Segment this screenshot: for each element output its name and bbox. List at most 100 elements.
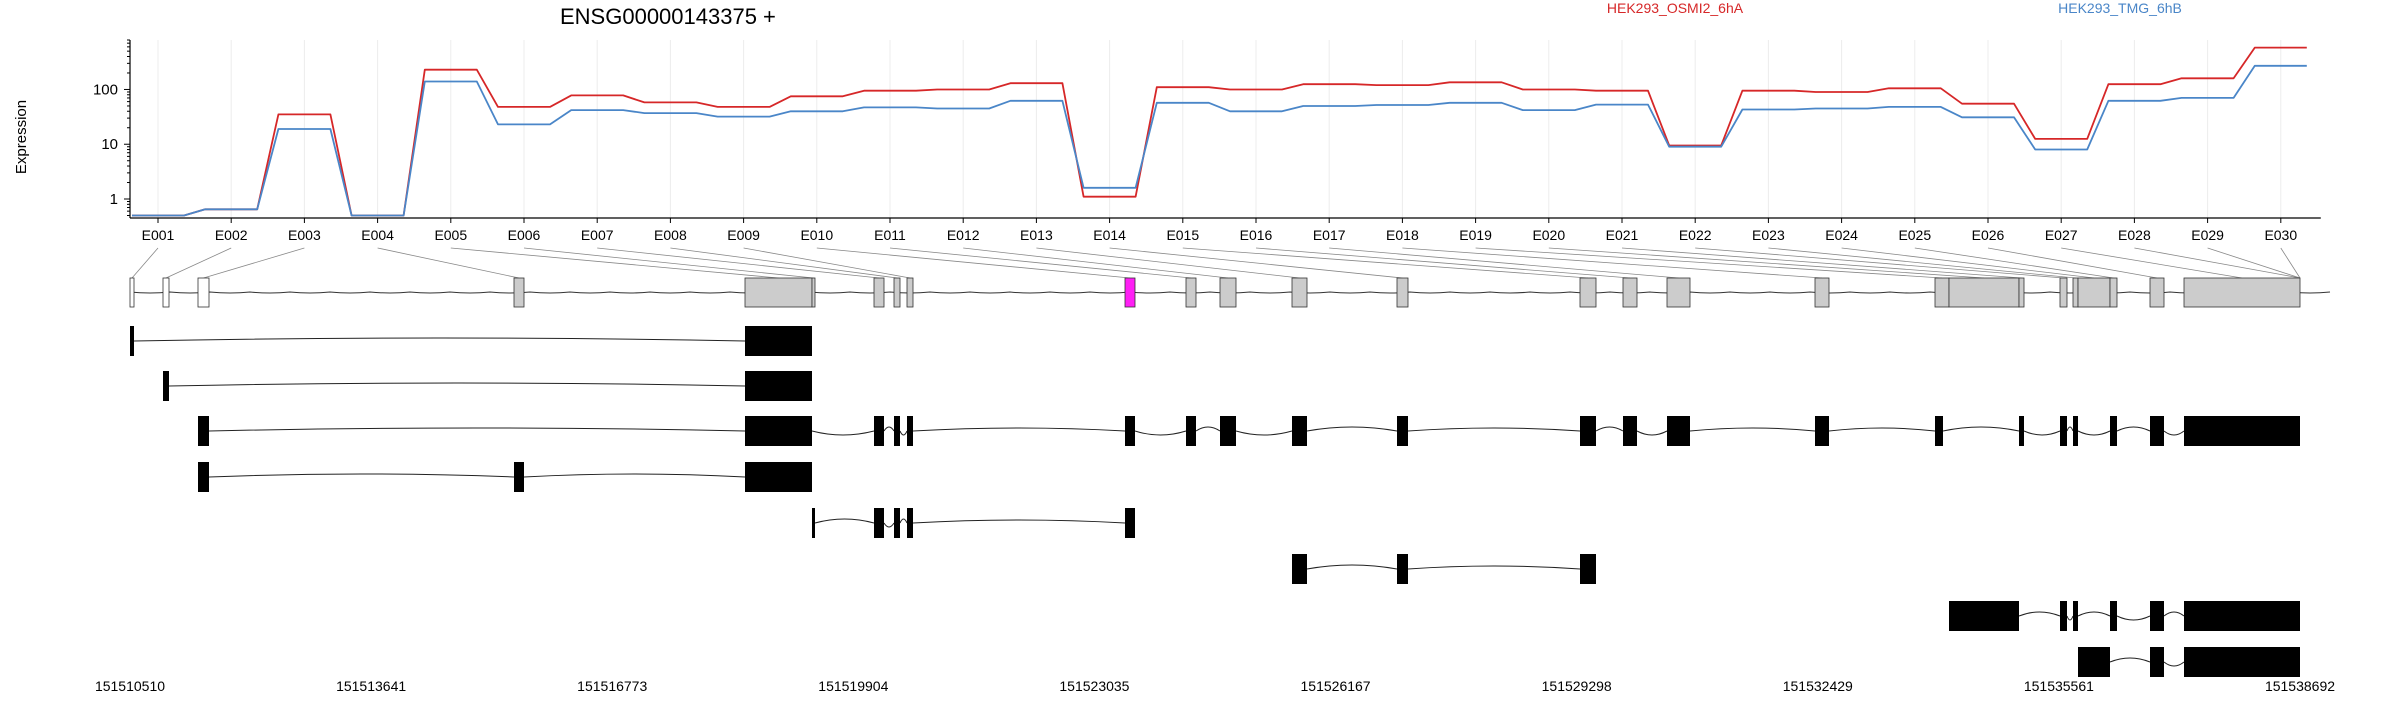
transcript-exon <box>2110 601 2117 631</box>
gene-exon-box <box>1814 277 1830 308</box>
series-line-1 <box>132 46 2307 217</box>
exon-connector <box>203 247 305 279</box>
gene-exon-box <box>2077 277 2111 308</box>
transcript-intron <box>2116 426 2151 432</box>
transcript-exon <box>745 371 812 401</box>
y-axis-label: Expression <box>13 100 30 174</box>
exon-label: E011 <box>874 227 906 243</box>
transcript-exon <box>1623 416 1637 446</box>
transcript-intron <box>208 473 515 478</box>
transcript-exon <box>130 326 134 356</box>
exon-connector <box>1109 247 1403 279</box>
gene-exon-box <box>513 277 525 308</box>
gene-exon-box <box>873 277 885 308</box>
transcript-exon <box>1667 416 1690 446</box>
exon-connector <box>597 247 880 279</box>
exon-label: E010 <box>800 227 833 243</box>
transcript-intron <box>883 522 895 528</box>
gene-exon-box <box>2109 277 2118 308</box>
transcript-exon <box>907 508 913 538</box>
transcript-intron <box>2109 657 2151 663</box>
exon-connector <box>2134 247 2301 279</box>
transcript-exon <box>1397 554 1408 584</box>
transcript-6 <box>1292 554 1596 584</box>
exon-label: E019 <box>1459 227 1492 243</box>
transcript-intron <box>1134 430 1187 436</box>
series-line-2 <box>132 64 2307 217</box>
transcript-exon <box>1220 416 1236 446</box>
transcript-exon <box>1292 554 1307 584</box>
genomic-axis: 151510510 151513641 151516773 151519904 1515… <box>95 678 2335 694</box>
transcript-intron <box>2066 426 2074 432</box>
transcript-intron <box>1407 427 1581 432</box>
transcript-intron <box>1689 427 1816 432</box>
exon-connector <box>2061 247 2243 279</box>
exon-label: E025 <box>1898 227 1931 243</box>
transcript-exon <box>745 416 812 446</box>
genomic-tick-label: 151532429 <box>1783 678 1853 694</box>
exon-labels: E001 E002 E003 E004 E005 E006 E007 E008 E009 E010… <box>130 217 2321 243</box>
transcript-exon <box>874 508 884 538</box>
transcript-exon <box>1949 601 2019 631</box>
exon-connector <box>131 247 159 279</box>
transcript-4 <box>198 462 812 492</box>
gene-exon-box <box>2183 277 2301 308</box>
transcript-exon <box>1935 416 1943 446</box>
gene-exon-box <box>1622 277 1638 308</box>
gene-exon-box <box>162 277 170 308</box>
transcript-exon <box>1125 416 1135 446</box>
exon-label: E012 <box>947 227 980 243</box>
genomic-tick-label: 151538692 <box>2265 678 2335 694</box>
y-tick-label: 100 <box>93 81 118 98</box>
transcript-intron <box>1306 426 1398 432</box>
transcript-exon <box>2060 601 2067 631</box>
transcript-intron <box>2023 430 2061 436</box>
exon-connector <box>523 247 814 279</box>
transcript-intron <box>1636 430 1668 436</box>
gene-exon-box <box>1396 277 1409 308</box>
exon-connector <box>2207 247 2301 279</box>
gene-model <box>129 277 2331 308</box>
legend-series-1: HEK293_OSMI2_6hA <box>1607 0 1744 16</box>
series-lines <box>132 46 2307 217</box>
transcript-exon <box>2078 647 2110 677</box>
exon-connector <box>1548 247 1985 279</box>
exon-label: E018 <box>1386 227 1419 243</box>
y-tick-label: 10 <box>101 136 118 153</box>
transcript-exon <box>2110 416 2117 446</box>
exon-label: E022 <box>1679 227 1712 243</box>
transcript-3 <box>198 416 2300 446</box>
transcript-exon <box>2184 647 2300 677</box>
exon-label: E021 <box>1606 227 1639 243</box>
exon-label: E004 <box>361 227 394 243</box>
transcript-exon <box>1186 416 1196 446</box>
exon-connector <box>1768 247 2076 279</box>
gene-exon-box <box>1185 277 1197 308</box>
transcript-intron <box>2077 611 2111 617</box>
transcript-intron <box>1195 426 1221 432</box>
transcript-exon <box>894 508 900 538</box>
transcript-intron <box>1942 426 2020 432</box>
exon-label: E024 <box>1825 227 1858 243</box>
gene-exon-box <box>197 277 210 308</box>
exon-connector <box>670 247 898 279</box>
transcript-exon <box>2060 416 2067 446</box>
transcript-intron <box>912 427 1126 432</box>
exon-label: E005 <box>434 227 467 243</box>
exon-connector <box>1914 247 2114 279</box>
transcript-exon <box>1125 508 1135 538</box>
transcript-intron <box>2116 615 2151 621</box>
transcripts <box>130 326 2300 677</box>
transcript-intron <box>2163 661 2185 667</box>
transcript-exon <box>2073 416 2078 446</box>
transcript-8 <box>2078 647 2300 677</box>
genomic-tick-label: 151529298 <box>1542 678 1612 694</box>
exon-label: E007 <box>581 227 614 243</box>
transcript-exon <box>2073 601 2078 631</box>
transcript-exon <box>2184 416 2300 446</box>
transcript-exon <box>2184 601 2300 631</box>
transcript-intron <box>133 337 746 342</box>
exon-connector <box>1475 247 1943 279</box>
transcript-exon <box>198 462 209 492</box>
